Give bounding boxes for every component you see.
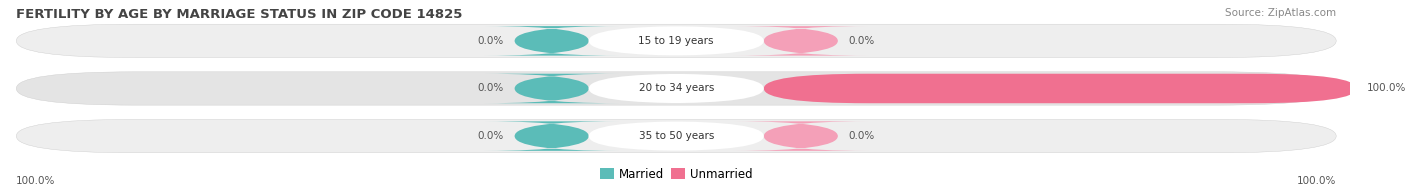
Text: 100.0%: 100.0%: [1296, 176, 1336, 186]
FancyBboxPatch shape: [734, 26, 868, 56]
FancyBboxPatch shape: [484, 26, 619, 56]
FancyBboxPatch shape: [484, 121, 619, 151]
FancyBboxPatch shape: [17, 72, 1336, 105]
FancyBboxPatch shape: [589, 26, 763, 56]
Text: FERTILITY BY AGE BY MARRIAGE STATUS IN ZIP CODE 14825: FERTILITY BY AGE BY MARRIAGE STATUS IN Z…: [17, 8, 463, 22]
FancyBboxPatch shape: [763, 74, 1357, 103]
Text: 0.0%: 0.0%: [849, 131, 875, 141]
Text: 0.0%: 0.0%: [478, 36, 503, 46]
Text: 100.0%: 100.0%: [1367, 83, 1406, 93]
Text: 0.0%: 0.0%: [478, 131, 503, 141]
FancyBboxPatch shape: [484, 74, 619, 103]
FancyBboxPatch shape: [589, 74, 763, 103]
Text: 0.0%: 0.0%: [849, 36, 875, 46]
Text: 35 to 50 years: 35 to 50 years: [638, 131, 714, 141]
Text: Source: ZipAtlas.com: Source: ZipAtlas.com: [1225, 8, 1336, 18]
Text: 100.0%: 100.0%: [17, 176, 56, 186]
FancyBboxPatch shape: [589, 121, 763, 151]
Text: 20 to 34 years: 20 to 34 years: [638, 83, 714, 93]
Text: 15 to 19 years: 15 to 19 years: [638, 36, 714, 46]
FancyBboxPatch shape: [17, 24, 1336, 58]
Legend: Married, Unmarried: Married, Unmarried: [595, 163, 758, 185]
FancyBboxPatch shape: [734, 121, 868, 151]
FancyBboxPatch shape: [17, 119, 1336, 153]
Text: 0.0%: 0.0%: [478, 83, 503, 93]
